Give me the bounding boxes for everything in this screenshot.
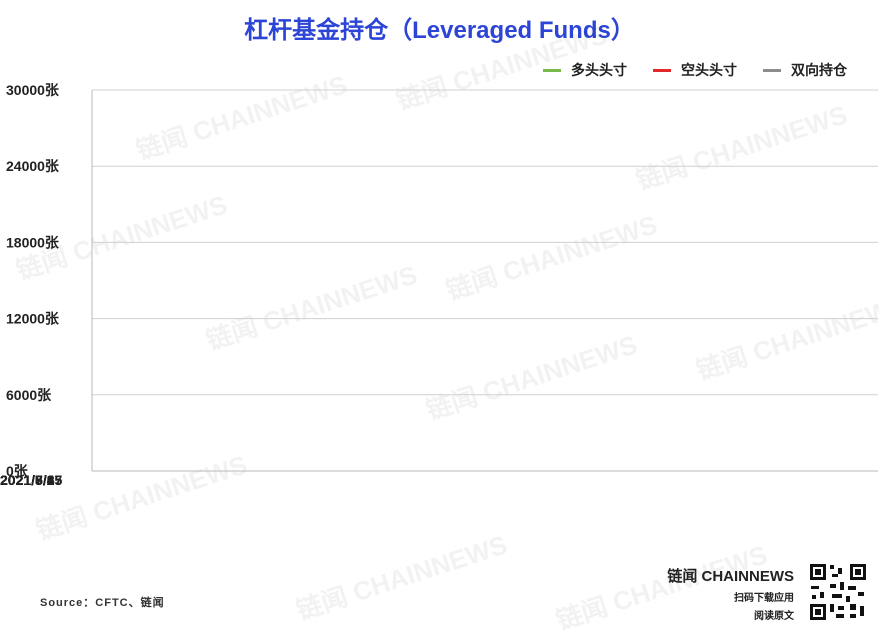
x-tick-label-3: 2021/7/6 xyxy=(0,472,55,488)
legend-label-long: 多头头寸 xyxy=(571,62,627,78)
legend-item-short: 空头头寸 xyxy=(653,60,737,80)
x-tick-label-5: 2021/8/3 xyxy=(0,472,55,488)
x-tick-label-0: 2021/5/4 xyxy=(0,472,55,488)
watermark-7: 链闻 CHAINNEWS xyxy=(693,289,879,385)
x-tick-label-1: 2021/5/25 xyxy=(0,472,62,488)
brand-block: 链闻 CHAINNEWS 扫码下载应用 阅读原文 xyxy=(666,565,794,622)
chart-title: 杠杆基金持仓（Leveraged Funds） xyxy=(244,17,635,44)
x-tick-label-4: 2021/7/27 xyxy=(0,472,62,488)
watermark-6: 链闻 CHAINNEWS xyxy=(423,329,641,425)
legend-item-long: 多头头寸 xyxy=(543,60,627,80)
legend-swatch-spread xyxy=(763,68,781,72)
watermark-5: 链闻 CHAINNEWS xyxy=(443,209,661,305)
y-tick-label-0: 0张 xyxy=(6,463,29,479)
y-tick-label-1: 6000张 xyxy=(6,387,52,403)
legend: 多头头寸 空头头寸 双向持仓 xyxy=(543,60,847,80)
legend-item-spread: 双向持仓 xyxy=(763,60,847,80)
legend-label-spread: 双向持仓 xyxy=(791,62,847,78)
brand-line-download: 扫码下载应用 xyxy=(734,593,794,604)
qr-code-icon xyxy=(808,562,868,622)
y-tick-label-4: 24000张 xyxy=(6,158,60,174)
legend-swatch-long xyxy=(543,68,561,72)
watermark-9: 链闻 CHAINNEWS xyxy=(293,529,511,625)
y-tick-label-5: 30000张 xyxy=(6,82,60,98)
watermark-1: 链闻 CHAINNEWS xyxy=(393,19,611,115)
brand-name: 链闻 CHAINNEWS xyxy=(667,568,794,585)
watermark-0: 链闻 CHAINNEWS xyxy=(133,69,351,165)
legend-label-short: 空头头寸 xyxy=(681,62,737,78)
watermark-8: 链闻 CHAINNEWS xyxy=(33,449,251,545)
source-note: Source：CFTC、链闻 xyxy=(40,597,165,609)
y-tick-label-2: 12000张 xyxy=(6,311,60,327)
brand-line-read: 阅读原文 xyxy=(754,611,794,622)
y-tick-label-3: 18000张 xyxy=(6,234,60,250)
watermark-4: 链闻 CHAINNEWS xyxy=(203,259,421,355)
legend-swatch-short xyxy=(653,68,671,72)
x-tick-label-2: 2021/6/15 xyxy=(0,472,62,488)
watermark-2: 链闻 CHAINNEWS xyxy=(633,99,851,195)
